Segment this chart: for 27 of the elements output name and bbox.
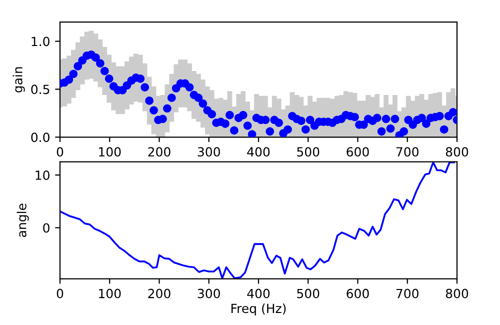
x-tick-label: 700 [396, 288, 418, 298]
y-tick-label: 0.5 [31, 84, 50, 94]
x-tick-label: 100 [99, 288, 121, 298]
x-tick-label: 300 [198, 288, 220, 298]
x-tick-label: 0 [56, 147, 64, 157]
x-tick-label: 800 [446, 147, 468, 157]
y-axis-title: angle [16, 204, 29, 237]
y-tick-label: 1.0 [32, 36, 50, 46]
y-tick-label: 10 [36, 170, 50, 180]
x-tick-label: 500 [297, 288, 320, 298]
x-tick-label: 600 [346, 288, 369, 298]
x-tick-label: 300 [198, 147, 220, 157]
x-tick-label: 800 [446, 288, 468, 298]
y-tick-label: 0.0 [31, 132, 50, 142]
line-series [60, 162, 455, 279]
x-tick-label: 400 [247, 147, 270, 157]
x-tick-label: 0 [56, 288, 64, 298]
x-tick-label: 600 [346, 147, 369, 157]
y-axis-title: gain [12, 67, 25, 92]
y-tick-label: 0 [43, 223, 50, 233]
x-tick-label: 200 [148, 147, 170, 157]
x-tick-label: 200 [148, 288, 170, 298]
x-tick-label: 700 [396, 147, 418, 157]
x-tick-label: 100 [99, 147, 121, 157]
x-tick-label: 500 [297, 147, 320, 157]
x-axis-title: Freq (Hz) [232, 303, 286, 316]
x-tick-label: 400 [247, 288, 270, 298]
